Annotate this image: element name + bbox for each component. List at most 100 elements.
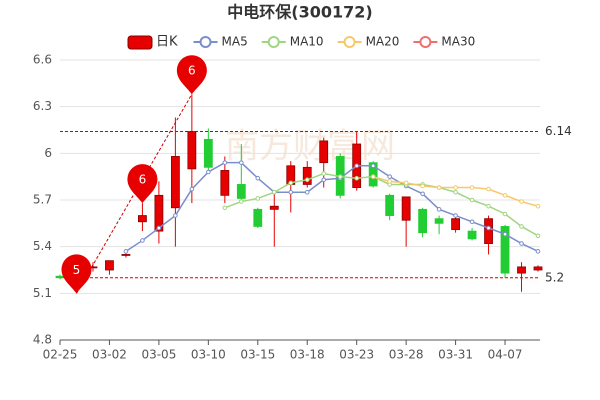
ma-point [337,174,343,179]
ma-point [304,177,310,183]
candle-body [236,184,246,199]
candle-body [319,140,329,164]
ma-point [535,203,541,209]
ma-point [469,197,475,203]
ma-point [387,179,392,184]
candle-body [500,226,510,274]
ref-line-label: 6.14 [545,124,572,138]
ma-point [519,241,524,246]
ma-point [222,160,228,165]
watermark: 南方财富网 [225,127,395,167]
ma-point [123,249,129,254]
ma-point [403,180,409,186]
ma-point [271,189,277,195]
candle-body [170,156,180,209]
ma-point [321,171,327,176]
legend-swatch [127,35,153,50]
ma-point [288,189,294,195]
ma-point [486,186,491,192]
candle-body [533,266,543,271]
candle-body [121,254,131,256]
x-tick-label: 04-07 [488,348,523,362]
chart-title: 中电环保(300172) [227,3,372,22]
ma-point [486,203,491,209]
x-tick-label: 03-18 [290,348,325,362]
ma-point [519,199,524,204]
x-tick-label: 03-02 [92,348,127,362]
candle-body [55,275,65,279]
candle-body [385,194,395,216]
ma-point [535,249,541,254]
ma-point [535,233,541,239]
ma-point [255,196,261,201]
annotation-label: 6 [188,64,196,78]
ma-point [486,225,491,231]
legend-label: MA20 [366,35,400,49]
ma-point [502,211,508,217]
x-tick-label: 03-10 [191,348,226,362]
legend-label: MA30 [441,35,475,49]
ma-point [420,183,425,189]
ma-point [239,199,244,204]
candle-body [105,260,114,271]
candle-body [401,196,411,221]
ma-point [288,180,294,186]
legend-label: MA5 [222,35,248,49]
ma-point [436,185,442,190]
legend-label: 日K [156,35,178,50]
ma-point [469,185,475,190]
y-tick-label: 5.4 [33,239,52,253]
ma-point [453,185,458,190]
legend-label: MA10 [290,35,324,49]
ma-point [519,224,524,229]
ma-line [125,161,539,253]
candle-body [418,208,428,234]
candle-body [467,230,477,240]
candle-body [203,138,213,168]
ma-point [453,213,458,218]
y-tick-label: 4.8 [33,333,52,347]
y-tick-label: 6.3 [33,99,52,113]
x-tick-label: 03-31 [438,348,473,362]
y-tick-label: 6.6 [33,53,52,67]
annotation-pin [61,254,92,294]
y-tick-label: 6 [44,146,52,160]
ma-point [420,191,425,197]
y-tick-label: 5.1 [33,286,52,300]
ma-point [436,207,442,212]
y-tick-label: 5.7 [33,193,52,207]
ref-line-label: 5.2 [545,270,564,284]
ma-point [387,174,392,179]
ma-point [222,205,228,211]
ma-point [255,175,261,181]
candle-body [253,208,263,227]
annotation-label: 6 [139,173,147,187]
ma-point [502,193,508,198]
ma-point [354,175,359,181]
candle-body [484,218,493,244]
ma-line [224,172,539,237]
trend-line [76,93,193,294]
x-tick-label: 02-25 [43,348,78,362]
candle-body [269,205,279,210]
x-tick-label: 03-28 [389,348,424,362]
legend-marker [343,36,356,48]
candle-body [138,215,147,223]
candle-body [434,218,444,224]
ma-point [304,189,310,195]
candle-body [302,166,312,185]
ma-point [370,163,376,169]
ma-point [321,177,327,183]
ma-point [173,213,178,218]
legend-marker [267,36,280,48]
x-tick-label: 03-23 [339,348,374,362]
annotation-pin [176,55,207,95]
candle-body [517,266,526,274]
annotation-pin [127,164,158,204]
candle-body [451,218,460,230]
legend-marker [419,36,432,48]
ma-point [189,186,195,192]
ma-point [239,160,244,165]
candle-body [154,194,164,232]
